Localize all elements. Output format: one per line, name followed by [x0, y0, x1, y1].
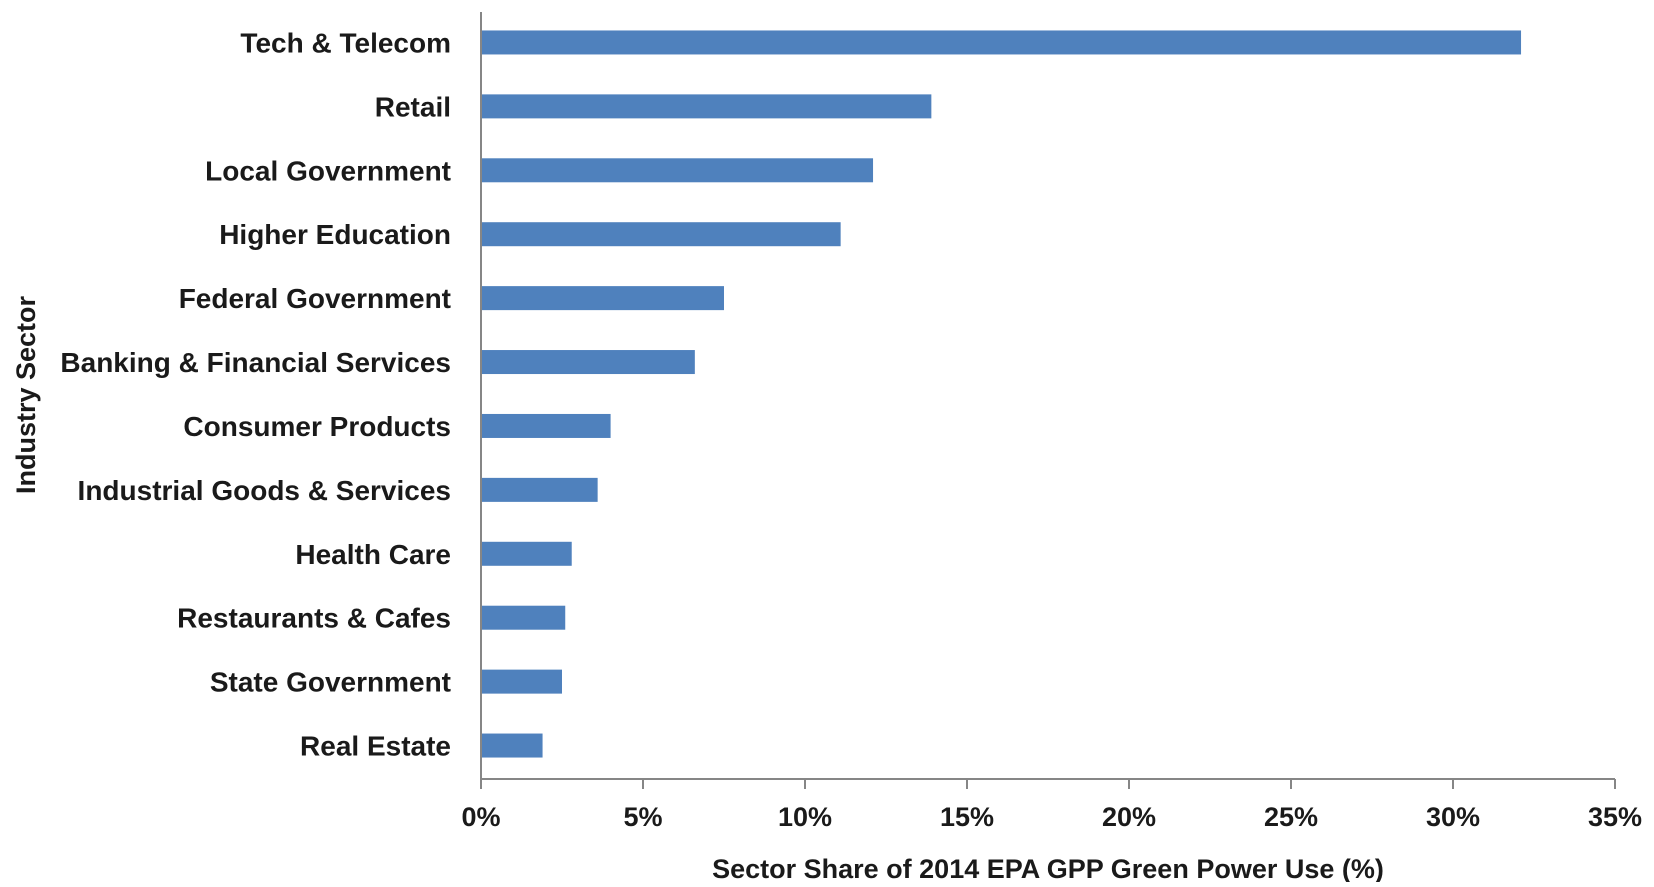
- bar: [482, 413, 611, 438]
- bar: [482, 605, 566, 630]
- category-label: Tech & Telecom: [240, 27, 451, 58]
- x-tick-label: 35%: [1588, 802, 1642, 832]
- category-label: State Government: [210, 667, 451, 698]
- category-label: Restaurants & Cafes: [177, 603, 451, 634]
- x-tick-label: 25%: [1264, 802, 1318, 832]
- x-tick-label: 15%: [940, 802, 994, 832]
- category-label: Real Estate: [300, 731, 451, 762]
- bar: [482, 733, 543, 758]
- category-label: Local Government: [205, 155, 451, 186]
- category-label: Banking & Financial Services: [60, 347, 451, 378]
- bar: [482, 350, 695, 375]
- x-tick-label: 5%: [623, 802, 662, 832]
- x-tick-label: 30%: [1426, 802, 1480, 832]
- x-tick-label: 20%: [1102, 802, 1156, 832]
- x-axis-title: Sector Share of 2014 EPA GPP Green Power…: [712, 854, 1384, 882]
- bar: [482, 30, 1522, 55]
- y-axis-title: Industry Sector: [11, 295, 41, 494]
- bars-group: [482, 30, 1522, 758]
- bar: [482, 477, 598, 502]
- x-tick-label: 10%: [778, 802, 832, 832]
- category-labels-group: Tech & Telecom Retail Local Government High…: [60, 27, 451, 761]
- category-label: Health Care: [295, 539, 451, 570]
- category-label: Federal Government: [179, 283, 451, 314]
- bar: [482, 669, 562, 694]
- bar: [482, 286, 724, 311]
- bar: [482, 541, 572, 566]
- x-ticks-group: 0% 5% 10% 15% 20% 25% 30% 35%: [461, 779, 1642, 832]
- bar: [482, 94, 932, 119]
- axes-group: [480, 12, 1615, 780]
- bar: [482, 222, 841, 247]
- x-tick-label: 0%: [461, 802, 500, 832]
- category-label: Industrial Goods & Services: [78, 475, 451, 506]
- category-label: Consumer Products: [183, 411, 451, 442]
- category-label: Retail: [375, 91, 451, 122]
- bar: [482, 158, 874, 183]
- category-label: Higher Education: [219, 219, 451, 250]
